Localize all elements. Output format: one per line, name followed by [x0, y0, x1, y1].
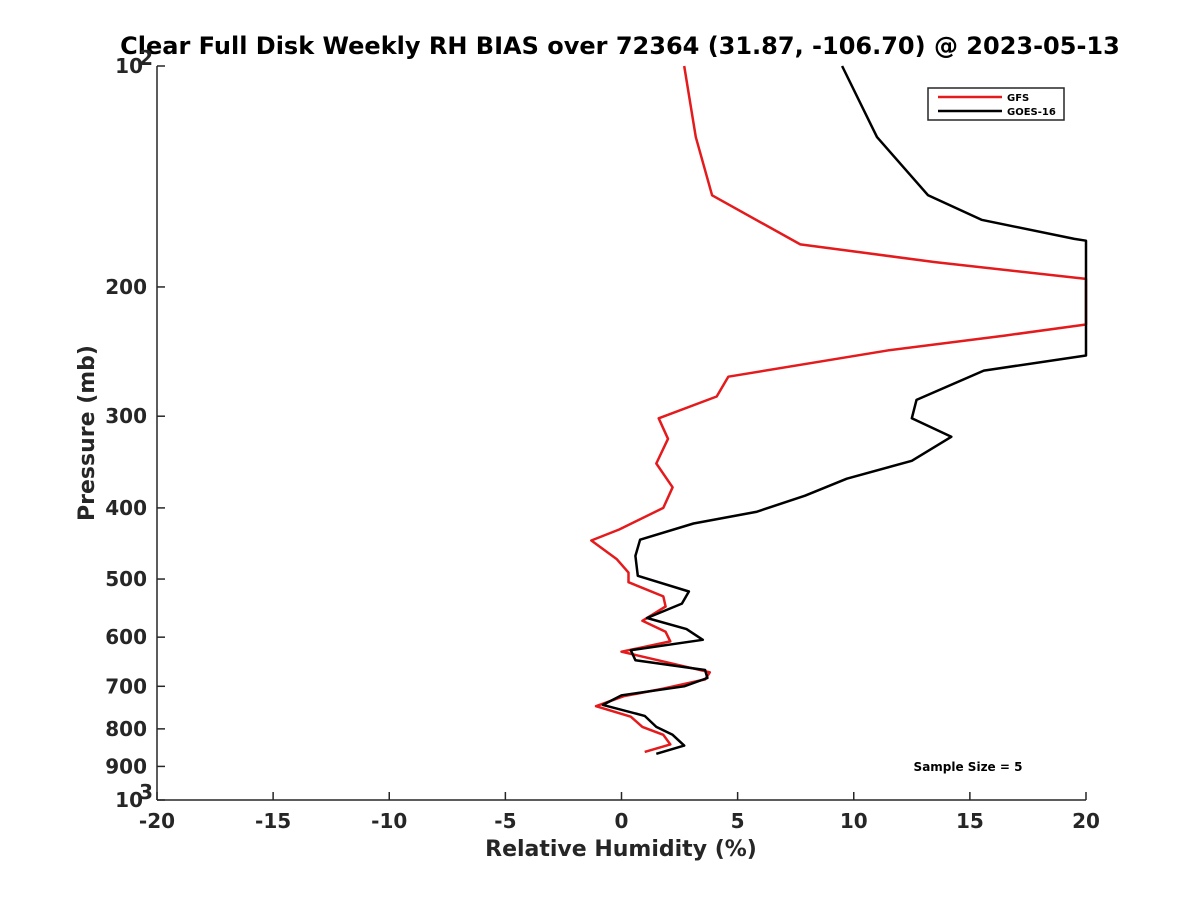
series-layer: [590, 65, 1088, 755]
y-tick-label-exponent: 2: [139, 46, 153, 70]
legend-label-goes16: GOES-16: [1007, 107, 1056, 118]
y-tick-label: 200: [105, 275, 147, 299]
x-tick-label: 10: [840, 809, 868, 833]
x-tick-label: 0: [615, 809, 629, 833]
y-tick-label: 10: [115, 788, 143, 812]
tick-labels: -20 -15 -10 -5 0 5 10 15 20102200300400500600700…: [105, 46, 1100, 833]
x-tick-label: 15: [956, 809, 984, 833]
x-axis-label: Relative Humidity (%): [485, 837, 757, 862]
sample-size-annotation: Sample Size = 5: [914, 760, 1023, 774]
y-tick-label: 700: [105, 674, 147, 698]
series-line-goes16: [601, 65, 1088, 755]
legend-box: [927, 87, 1065, 121]
x-tick-label: -20: [139, 809, 175, 833]
y-tick-label: 900: [105, 754, 147, 778]
legend: GFS GOES-16: [927, 87, 1065, 121]
y-tick-label: 800: [105, 717, 147, 741]
legend-label-gfs: GFS: [1007, 93, 1029, 104]
x-tick-label: 20: [1072, 809, 1100, 833]
x-tick-label: -15: [255, 809, 291, 833]
y-tick-label: 300: [105, 404, 147, 428]
y-tick-label: 400: [105, 496, 147, 520]
y-tick-label-exponent: 3: [139, 780, 153, 804]
x-tick-label: 5: [731, 809, 745, 833]
x-tick-label: -5: [494, 809, 516, 833]
axes-layer: [156, 65, 1087, 801]
y-tick-label: 10: [115, 54, 143, 78]
y-axis-label: Pressure (mb): [75, 345, 100, 521]
chart-title: Clear Full Disk Weekly RH BIAS over 7236…: [120, 32, 1120, 60]
y-tick-label: 600: [105, 625, 147, 649]
x-tick-label: -10: [371, 809, 407, 833]
y-tick-label: 500: [105, 567, 147, 591]
